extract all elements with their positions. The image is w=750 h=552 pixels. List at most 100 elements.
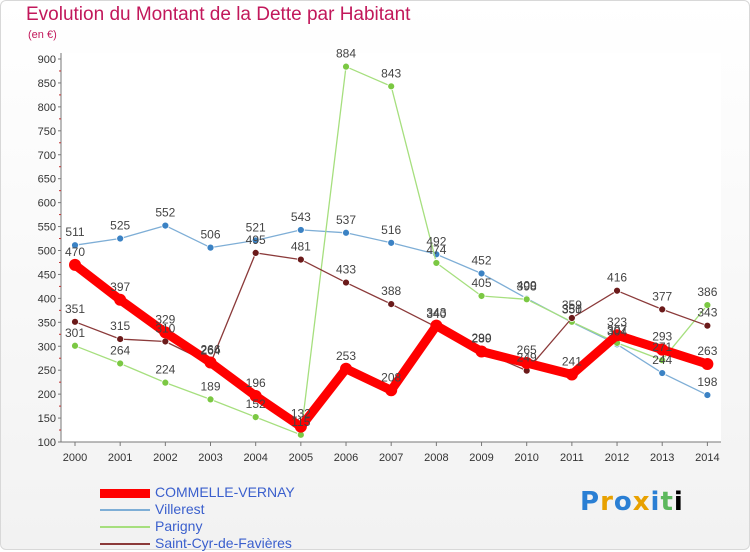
legend-item: Saint-Cyr-de-Favières [100,535,360,552]
y-tick-label: 350 [38,317,56,329]
data-label: 397 [110,280,130,294]
data-label: 351 [65,302,85,316]
data-point [116,234,125,243]
data-label: 196 [246,376,266,390]
data-point [114,293,127,306]
data-point [249,390,262,403]
data-point [658,369,667,377]
data-label: 495 [246,233,266,247]
data-point [296,255,305,264]
data-point [340,362,353,375]
data-label: 884 [336,47,356,61]
data-label: 506 [200,228,220,242]
data-point [71,341,79,350]
data-label: 329 [155,312,175,326]
data-point [116,335,125,343]
legend-label: COMMELLE-VERNAY [155,484,295,500]
x-tick-label: 2009 [469,452,493,464]
data-label: 400 [517,278,537,292]
data-label: 525 [110,219,130,233]
data-label: 474 [426,243,446,257]
legend-swatch [100,543,150,545]
data-label: 293 [652,330,672,344]
data-point [342,278,350,287]
data-label: 481 [291,240,311,254]
data-point [161,221,170,230]
legend-swatch [100,488,150,498]
legend-swatch [100,509,150,511]
data-label: 343 [426,306,446,320]
x-tick-label: 2002 [153,452,177,464]
data-label: 843 [381,66,401,80]
data-point [387,82,396,91]
data-label: 115 [291,415,310,429]
series-layer [69,62,714,439]
x-axis: 2000 2001 2002 2003 2004 2005 2006 2007 2008 2009… [63,442,720,464]
data-point [387,300,396,309]
legend-label: Villerest [155,501,205,517]
y-tick-label: 250 [38,365,56,377]
data-label: 433 [336,263,356,277]
data-point [703,321,712,330]
y-tick-label: 200 [38,389,56,401]
data-label: 388 [381,284,401,298]
legend-swatch [100,526,150,528]
data-label: 521 [246,220,266,234]
y-tick-label: 850 [38,78,56,90]
data-label: 470 [65,245,85,259]
data-point [206,243,215,252]
data-point [71,241,79,250]
data-point [613,286,621,295]
data-point [658,356,667,365]
data-label: 208 [381,370,401,384]
y-tick-label: 100 [38,437,56,449]
data-point [251,248,260,257]
data-label: 152 [246,397,266,411]
data-point [477,269,486,278]
y-tick-label: 650 [38,174,56,186]
data-label: 253 [336,349,356,363]
x-tick-label: 2014 [695,452,719,464]
data-point [703,391,712,399]
data-point [656,343,669,356]
data-point [703,301,712,309]
data-label: 266 [200,343,220,357]
x-tick-label: 2006 [334,452,358,464]
y-tick-label: 400 [38,293,56,305]
chart-title: Evolution du Montant de la Dette par Hab… [26,4,411,25]
data-label: 265 [517,343,537,357]
data-label: 350 [562,302,582,316]
data-label: 307 [607,323,627,337]
data-point [520,357,533,370]
y-tick-label: 750 [38,126,56,138]
data-point [296,226,305,234]
data-label: 452 [472,253,492,267]
legend-item: Villerest [100,501,360,518]
data-label: 289 [472,332,492,346]
data-point [430,319,443,332]
data-label: 359 [562,298,582,312]
y-tick-label: 700 [38,150,56,162]
y-tick-label: 300 [38,341,56,353]
data-label: 189 [200,379,220,393]
y-tick-label: 600 [38,198,56,210]
y-tick-label: 150 [38,413,56,425]
data-label: 132 [291,407,311,421]
y-tick-label: 800 [38,102,56,114]
data-labels: 511 525 552 506 521 543 537 516 492 452 400 350 304 2… [65,47,718,429]
legend: COMMELLE-VERNAY Villerest Parigny Saint-Cyr… [100,484,360,552]
chart-subtitle: (en €) [28,29,57,41]
data-label: 340 [426,307,446,321]
x-tick-label: 2004 [243,452,267,464]
x-tick-label: 2011 [560,452,584,464]
x-tick-label: 2005 [289,452,313,464]
x-tick-label: 2010 [514,452,538,464]
data-point [71,317,79,326]
data-label: 351 [562,302,582,316]
data-point [475,345,488,358]
y-tick-label: 550 [38,222,56,234]
data-label: 304 [607,324,627,338]
data-label: 492 [426,234,446,248]
data-point [701,357,714,370]
data-label: 290 [472,331,492,345]
